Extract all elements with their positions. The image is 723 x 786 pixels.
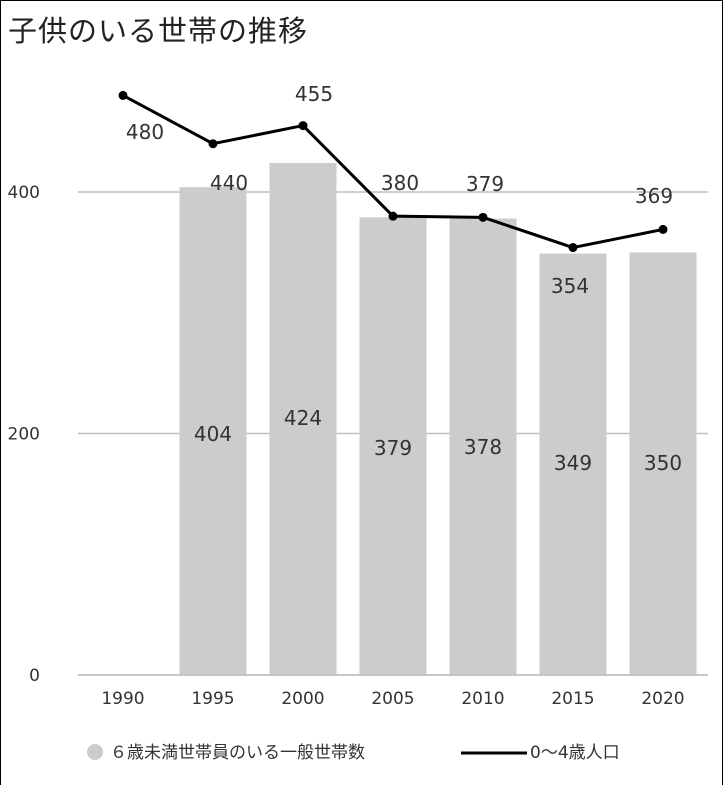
x-tick-label: 2015 — [551, 689, 594, 709]
x-tick-label: 2010 — [461, 689, 504, 709]
bar-data-label: 378 — [464, 435, 502, 459]
line-point — [388, 211, 398, 221]
line-data-label: 354 — [551, 274, 589, 298]
bar — [449, 218, 517, 675]
x-tick-label: 1995 — [191, 689, 234, 709]
x-tick-label: 2020 — [641, 689, 684, 709]
line-data-label: 380 — [381, 171, 419, 195]
line-point — [658, 224, 668, 234]
line-data-label: 379 — [466, 172, 504, 196]
line-data-label: 480 — [126, 120, 164, 144]
line-point — [208, 139, 218, 149]
y-tick-label: 0 — [29, 666, 40, 686]
line-point — [568, 243, 578, 253]
line-point — [118, 90, 128, 100]
x-tick-label: 1990 — [101, 689, 144, 709]
y-tick-label: 200 — [8, 425, 40, 445]
bar-data-label: 350 — [644, 451, 682, 475]
chart-title: 子供のいる世帯の推移 — [8, 14, 309, 48]
line-point — [298, 121, 308, 131]
bar — [629, 252, 697, 675]
legend-bar-marker — [87, 744, 103, 760]
y-tick-label: 400 — [8, 183, 40, 203]
bar — [269, 163, 337, 675]
bar — [179, 187, 247, 676]
bar — [539, 253, 607, 675]
legend-line-label: 0〜4歳人口 — [530, 743, 620, 763]
bar-data-label: 349 — [554, 451, 592, 475]
x-tick-label: 2000 — [281, 689, 324, 709]
bar — [359, 217, 427, 676]
line-data-label: 455 — [295, 82, 333, 106]
x-tick-label: 2005 — [371, 689, 414, 709]
bar-data-label: 379 — [374, 436, 412, 460]
bar-data-label: 424 — [284, 406, 322, 430]
legend-bar-label: ６歳未満世帯員のいる一般世帯数 — [110, 743, 365, 763]
line-data-label: 440 — [210, 171, 248, 195]
line-data-label: 369 — [635, 184, 673, 208]
bar-data-label: 404 — [194, 422, 232, 446]
line-point — [478, 212, 488, 222]
